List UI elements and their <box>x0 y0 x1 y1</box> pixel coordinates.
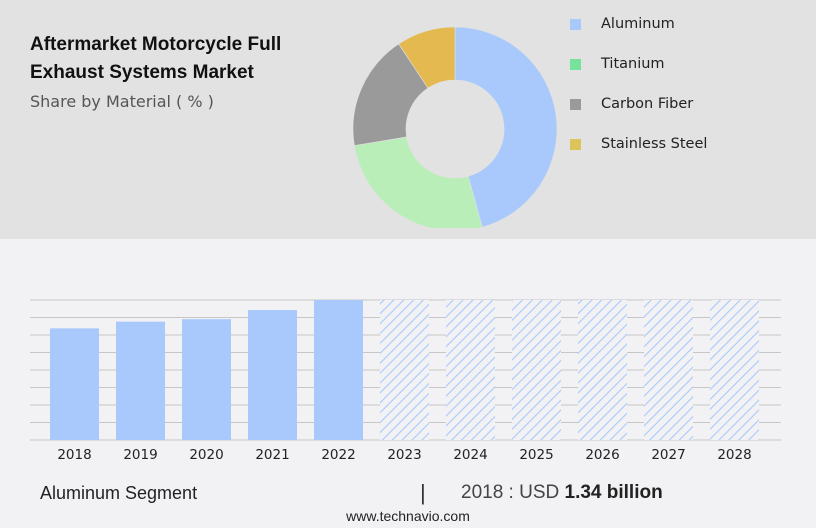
x-tick-label: 2025 <box>519 447 553 463</box>
x-tick-label: 2026 <box>585 447 619 463</box>
segment-value: 2018 : USD 1.34 billion <box>461 482 663 504</box>
donut-slice-aluminum <box>454 26 558 228</box>
legend-item-titanium: Titanium <box>570 52 665 76</box>
donut-slice-titanium <box>354 136 483 228</box>
x-tick-label: 2024 <box>453 447 487 463</box>
title-line-1: Aftermarket Motorcycle Full <box>30 34 282 55</box>
legend-label: Titanium <box>601 56 665 72</box>
forecast-bar-2028 <box>710 300 759 440</box>
x-tick-label: 2028 <box>717 447 751 463</box>
bar-2022 <box>314 300 363 440</box>
legend-item-carbon-fiber: Carbon Fiber <box>570 92 693 116</box>
x-tick-label: 2027 <box>651 447 685 463</box>
bar-2021 <box>248 310 297 440</box>
x-tick-label: 2021 <box>255 447 289 463</box>
bar-chart: 2018 2019 2020 2021 2022 2023 2024 2025 2026 2027… <box>30 299 781 463</box>
forecast-bar-2026 <box>578 300 627 440</box>
legend-item-aluminum: Aluminum <box>570 12 675 36</box>
forecast-bar-2025 <box>512 300 561 440</box>
legend-swatch <box>570 18 581 30</box>
donut-slice-stainless-steel <box>398 26 456 89</box>
legend-swatch <box>570 138 581 150</box>
title-line-2: Exhaust Systems Market <box>30 62 254 83</box>
x-tick-label: 2020 <box>189 447 223 463</box>
value-bold: 1.34 billion <box>564 482 663 503</box>
legend-item-stainless-steel: Stainless Steel <box>570 132 707 156</box>
x-tick-label: 2023 <box>387 447 421 463</box>
footer-website: www.technavio.com <box>346 508 470 524</box>
value-prefix: 2018 : USD <box>461 482 565 503</box>
bar-2020 <box>182 319 231 440</box>
donut-chart <box>352 26 558 228</box>
chart-title: Aftermarket Motorcycle Full Exhaust Syst… <box>30 31 330 87</box>
forecast-bar-2024 <box>446 300 495 440</box>
legend-label: Stainless Steel <box>601 136 708 152</box>
segment-label: Aluminum Segment <box>40 483 198 503</box>
x-tick-label: 2022 <box>321 447 355 463</box>
bar-2018 <box>50 328 99 440</box>
divider: | <box>420 480 426 505</box>
legend-label: Aluminum <box>601 16 675 32</box>
bar-2019 <box>116 321 165 440</box>
legend-label: Carbon Fiber <box>601 96 694 112</box>
x-tick-label: 2018 <box>57 447 91 463</box>
x-tick-label: 2019 <box>123 447 157 463</box>
legend-swatch <box>570 98 581 110</box>
forecast-bar-2023 <box>380 300 429 440</box>
forecast-bar-2027 <box>644 300 693 440</box>
chart-subtitle: Share by Material ( % ) <box>30 92 214 111</box>
legend-swatch <box>570 58 581 70</box>
